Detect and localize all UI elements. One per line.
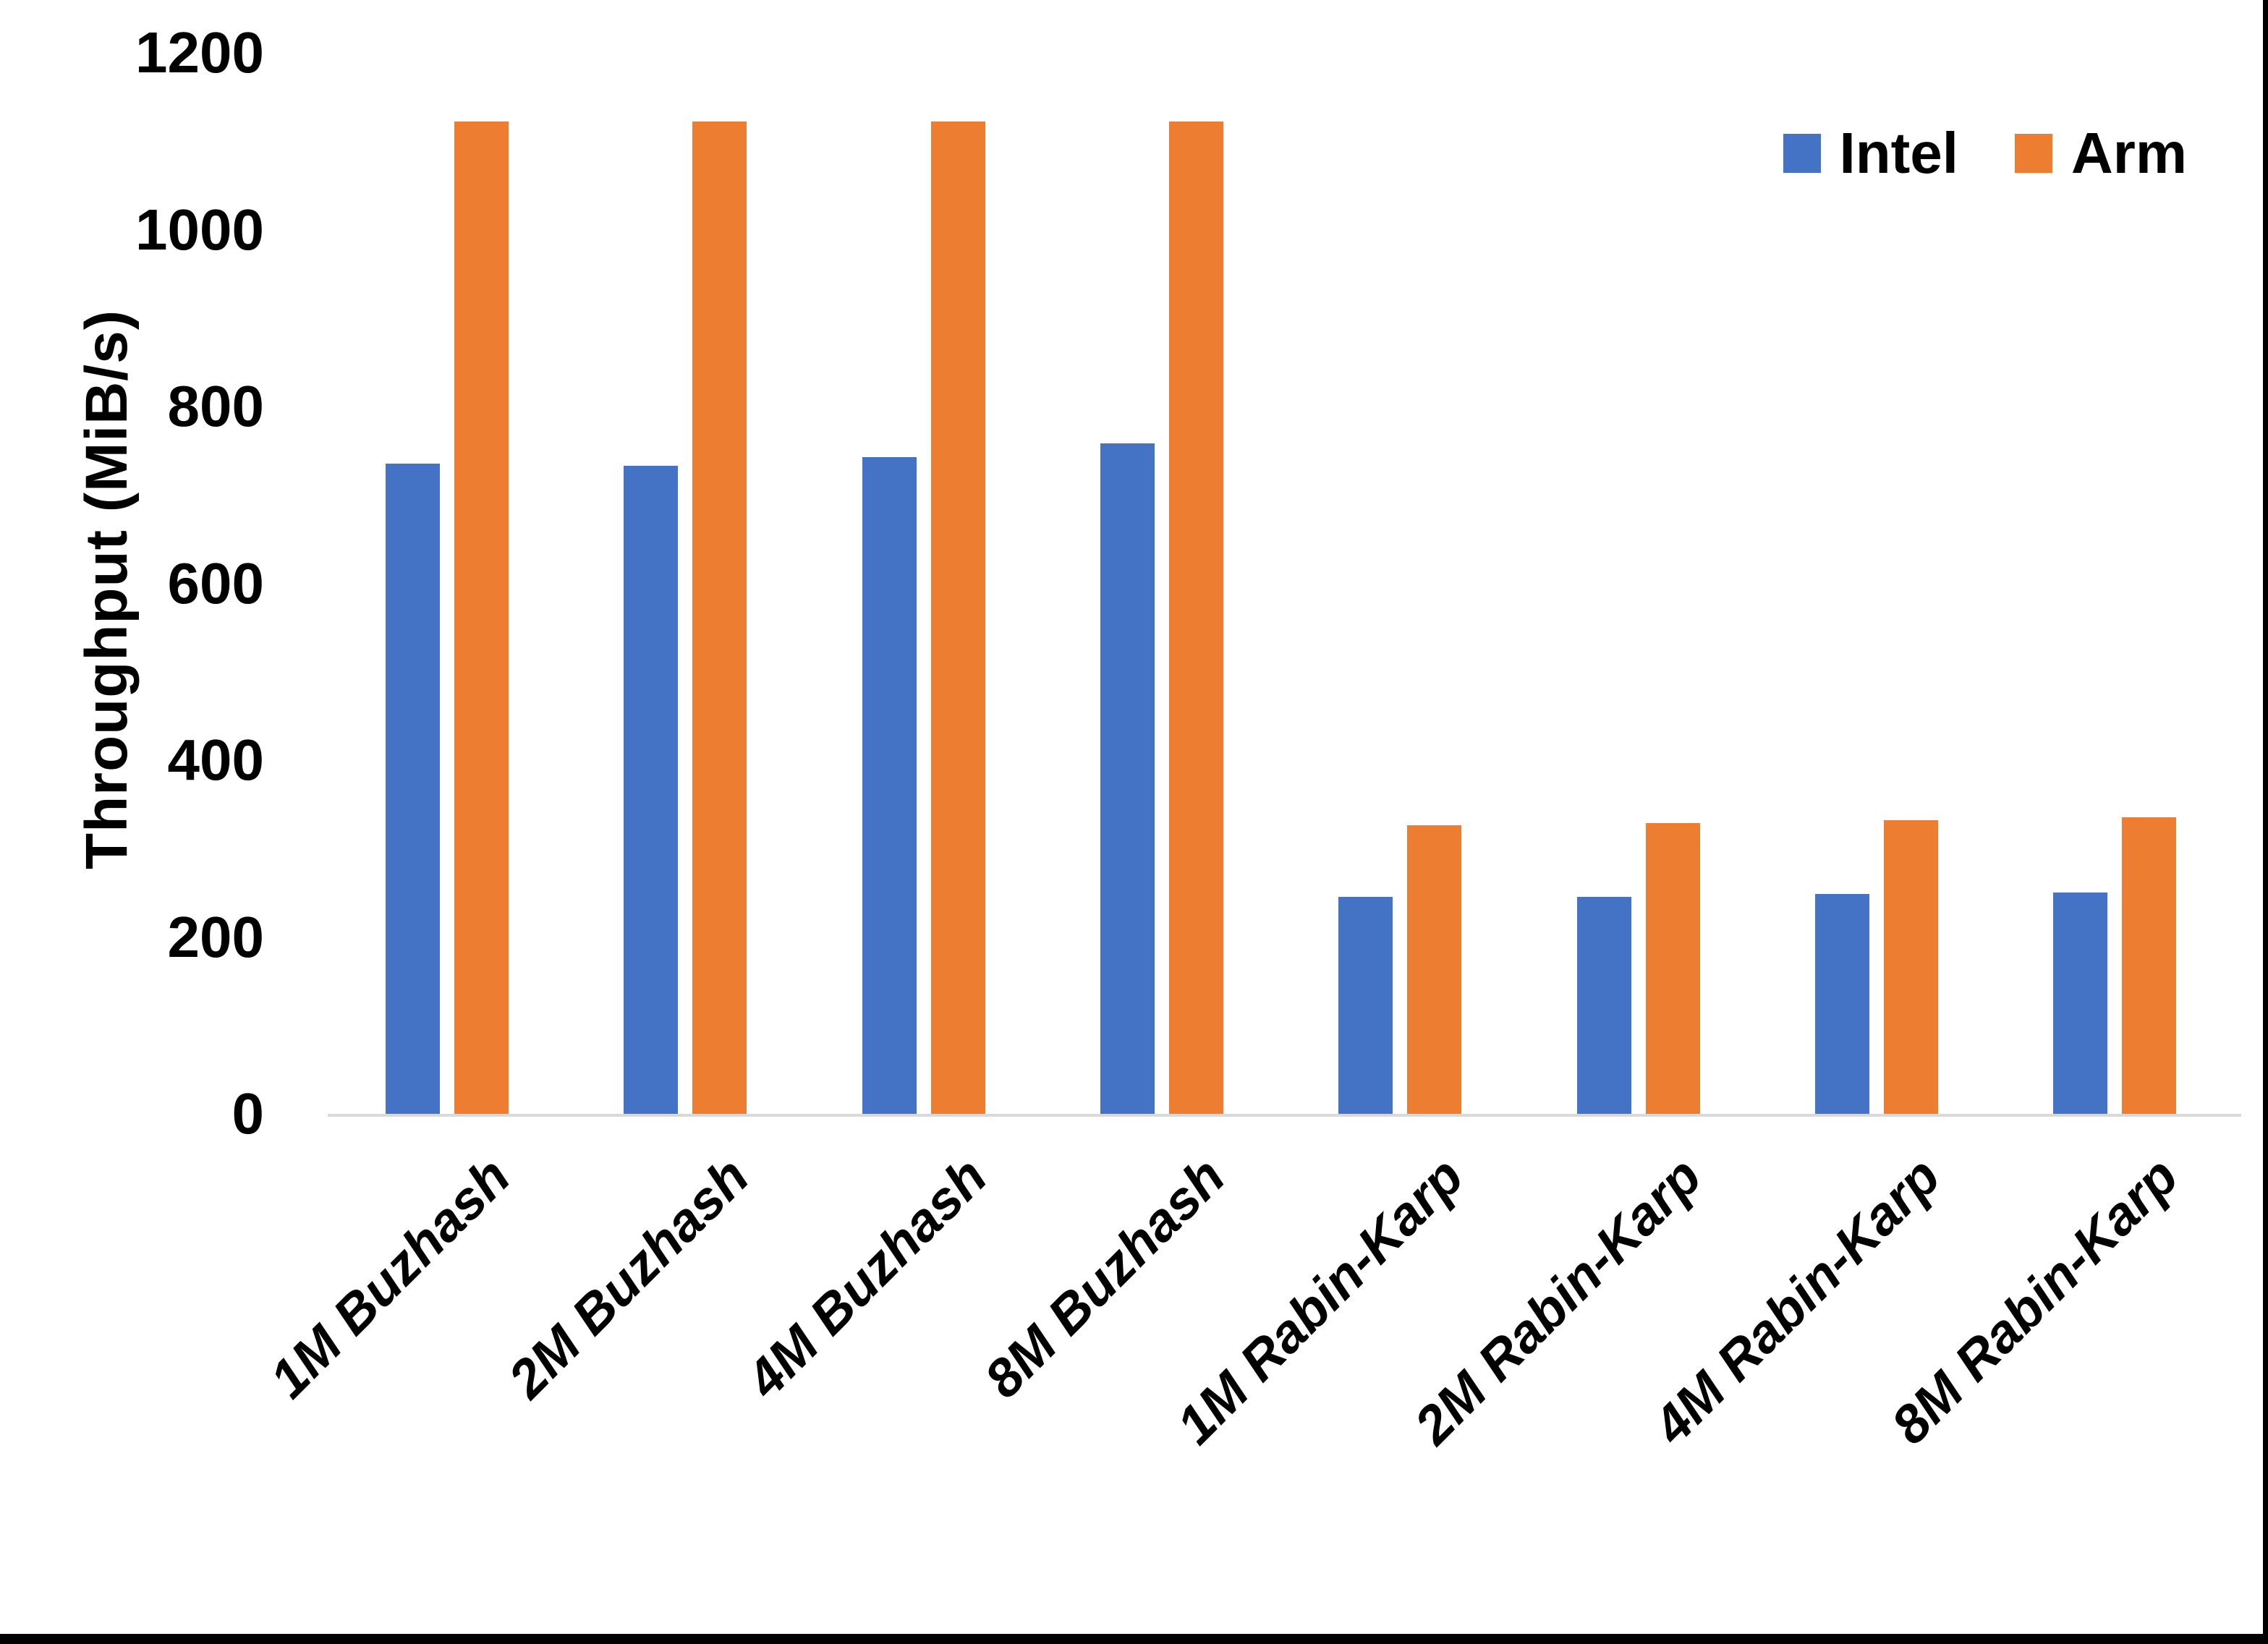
legend: Intel Arm	[1783, 121, 2187, 185]
bar-intel-8m-rabin-karp	[2053, 893, 2108, 1114]
legend-label-intel: Intel	[1839, 121, 1958, 185]
legend-item-intel: Intel	[1783, 122, 1958, 185]
y-tick-label-600: 600	[167, 550, 264, 616]
bar-intel-2m-rabin-karp	[1576, 897, 1631, 1114]
category-label-4m-buzhash: 4M Buzhash	[734, 1146, 998, 1410]
bar-arm-2m-rabin-karp	[1645, 822, 1700, 1114]
category-label-2m-buzhash: 2M Buzhash	[496, 1146, 760, 1410]
legend-label-arm: Arm	[2070, 121, 2187, 185]
bar-intel-8m-buzhash	[1100, 443, 1155, 1114]
bar-arm-8m-rabin-karp	[2122, 817, 2177, 1114]
bar-intel-1m-rabin-karp	[1338, 897, 1393, 1114]
bar-arm-4m-rabin-karp	[1883, 820, 1938, 1114]
bar-arm-1m-rabin-karp	[1407, 825, 1462, 1114]
y-tick-label-1200: 1200	[135, 20, 264, 85]
bar-intel-2m-buzhash	[624, 465, 679, 1114]
y-tick-label-1000: 1000	[135, 197, 264, 262]
y-tick-label-800: 800	[167, 374, 264, 438]
x-axis-line	[328, 1114, 2241, 1117]
bar-arm-8m-buzhash	[1168, 122, 1223, 1114]
legend-swatch-intel	[1783, 134, 1821, 173]
bar-intel-4m-buzhash	[862, 456, 917, 1114]
legend-swatch-arm	[2014, 134, 2052, 173]
bar-arm-2m-buzhash	[692, 122, 747, 1114]
y-tick-label-200: 200	[167, 904, 264, 969]
y-tick-label-400: 400	[167, 728, 264, 792]
bar-intel-1m-buzhash	[386, 464, 440, 1114]
bar-arm-1m-buzhash	[454, 122, 509, 1114]
bar-arm-4m-buzhash	[930, 122, 985, 1114]
right-border	[2263, 0, 2268, 1644]
category-label-8m-buzhash: 8M Buzhash	[972, 1146, 1236, 1410]
category-label-1m-buzhash: 1M Buzhash	[258, 1146, 522, 1410]
bar-intel-4m-rabin-karp	[1814, 893, 1869, 1114]
y-tick-label-0: 0	[232, 1081, 265, 1146]
bottom-border	[0, 1634, 2268, 1644]
legend-item-arm: Arm	[2014, 121, 2187, 185]
